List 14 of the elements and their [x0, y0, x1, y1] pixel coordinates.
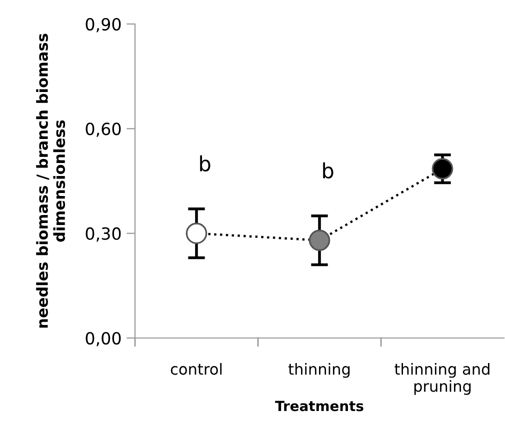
y-tick-label: 0,00: [86, 332, 121, 346]
point: [432, 158, 454, 180]
x-axis-title: Treatments: [275, 400, 364, 412]
x-tick-label: thinning and pruning: [394, 363, 490, 395]
x-tick-label: control: [170, 363, 222, 375]
point: [186, 222, 208, 244]
y-axis-title: needles biomass / branch biomass dimensionless: [36, 34, 66, 328]
y-tick-label: 0,60: [86, 122, 121, 137]
y-tick-label: 0,90: [86, 18, 121, 32]
y-tick-label: 0,30: [86, 227, 121, 242]
point: [308, 230, 330, 251]
annotation: b: [323, 162, 334, 179]
annotation: b: [200, 155, 210, 172]
x-tick-label: thinning: [288, 363, 350, 378]
